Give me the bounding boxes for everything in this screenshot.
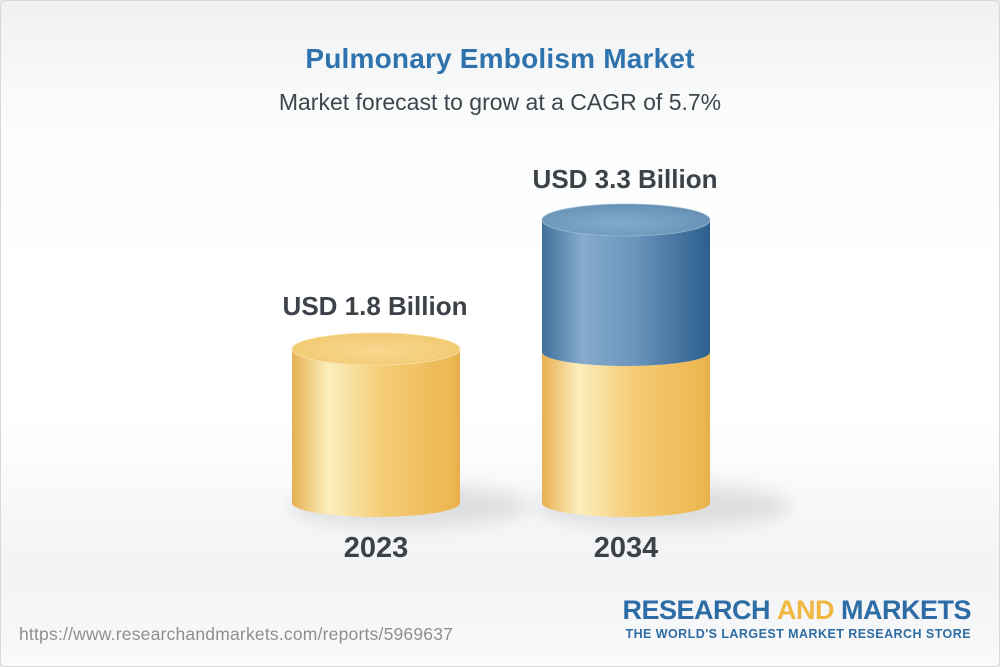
bar-2034-top — [541, 203, 711, 237]
logo-tagline: THE WORLD'S LARGEST MARKET RESEARCH STOR… — [625, 627, 971, 641]
bar-2023-body — [292, 349, 460, 517]
logo-wordmark: RESEARCH AND MARKETS — [622, 597, 971, 624]
bar-2023-value-label: USD 1.8 Billion — [282, 291, 468, 321]
logo-word-markets: MARKETS — [841, 595, 972, 625]
bar-2034-cylinder — [535, 203, 791, 528]
bar-2034-value-label: USD 3.3 Billion — [532, 164, 718, 194]
report-url: https://www.researchandmarkets.com/repor… — [19, 624, 454, 644]
chart-header: Pulmonary Embolism Market Market forecas… — [1, 1, 999, 116]
x-axis-label-2034: 2034 — [593, 532, 659, 564]
logo-word-research: RESEARCH — [622, 595, 770, 625]
page-subtitle: Market forecast to grow at a CAGR of 5.7… — [278, 89, 722, 115]
bar-2023-cylinder — [289, 332, 529, 527]
bar-2023-top — [291, 332, 461, 366]
research-and-markets-logo: RESEARCH AND MARKETS THE WORLD'S LARGEST M… — [622, 597, 971, 641]
logo-word-and: AND — [777, 595, 835, 625]
x-axis-label-2023: 2023 — [343, 532, 409, 564]
page-title: Pulmonary Embolism Market — [305, 43, 695, 74]
bar-2034-yellow-segment — [542, 352, 710, 517]
bar-2034-blue-segment — [542, 220, 710, 366]
